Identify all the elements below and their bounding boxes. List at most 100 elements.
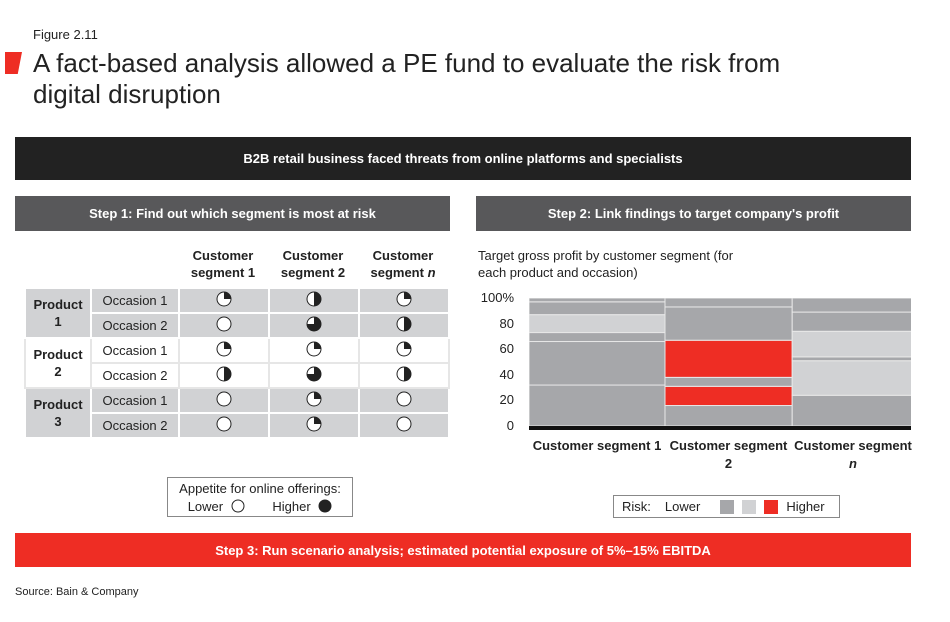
red-flag-icon [5,52,22,74]
table-row: Occasion 2 [25,362,450,389]
column-header: Customer segment 1 [190,248,256,280]
legend-higher: Higher [272,499,311,514]
legend-lower: Lower [664,499,701,514]
harvey-ball-icon [306,366,322,382]
occasion-label: Occasion 2 [90,362,180,389]
appetite-cell [178,312,270,339]
appetite-cell [178,287,270,314]
harvey-ball-icon [306,391,322,407]
table-row: Occasion 2 [25,412,450,439]
x-axis-baseline [529,426,911,430]
step2-header: Step 2: Link findings to target company'… [476,196,911,231]
table-row: Product 3 Occasion 1 [24,387,450,439]
harvey-ball-icon [396,341,412,357]
segment-bar [529,301,666,316]
step1-header: Step 1: Find out which segment is most a… [15,196,450,231]
legend-label: Risk: [622,499,651,514]
step3-banner: Step 3: Run scenario analysis; estimated… [15,533,911,567]
red-swatch [764,499,779,514]
harvey-ball-icon [396,391,412,407]
y-tick-label: 40 [499,366,514,382]
segment-bar [664,339,793,378]
occasion-label: Occasion 1 [90,387,180,414]
appetite-cell [268,287,360,314]
appetite-cell [358,312,450,339]
legend-title: Appetite for online offerings: [179,481,341,496]
segment-bar [664,306,793,341]
y-tick-label: 100% [480,290,514,305]
appetite-cell [358,412,450,439]
dark-swatch [720,499,735,514]
appetite-cell [268,412,360,439]
marimekko-chart [529,298,911,430]
product-label: Product 1 [24,287,92,339]
product-label: Product 2 [24,337,92,389]
harvey-ball-icon [216,416,232,432]
segment-bar [791,311,911,332]
occasion-label: Occasion 1 [90,337,180,364]
appetite-cell [268,362,360,389]
category-label: Customer segment 1 [532,438,662,453]
appetite-cell [178,412,270,439]
appetite-cell [358,337,450,364]
harvey-ball-icon [216,391,232,407]
table-row: Product 1 Occasion 1 [24,287,450,339]
column-header: Customer segment n [370,248,436,280]
category-label: Customer segment 2 [669,438,788,471]
banner: B2B retail business faced threats from o… [15,137,911,180]
light-swatch [742,499,757,514]
occasion-label: Occasion 2 [90,312,180,339]
full-circle-icon [318,499,332,513]
category-label: Customer segment n [794,438,912,471]
legend-higher: Higher [786,499,825,514]
empty-circle-icon [231,499,245,513]
segment-bar [664,405,793,427]
harvey-ball-icon [216,366,232,382]
table-row: Product 2 Occasion 1 [24,337,450,389]
harvey-ball-icon [216,291,232,307]
segment-bar [529,341,666,386]
legend-lower: Lower [187,499,224,514]
risk-legend: Risk: Lower Higher [613,495,840,518]
harvey-ball-icon [396,291,412,307]
appetite-cell [268,387,360,414]
harvey-ball-icon [396,416,412,432]
harvey-ball-icon [396,366,412,382]
segment-bar [791,394,911,427]
y-tick-label: 20 [499,392,514,408]
harvey-ball-icon [306,316,322,332]
appetite-cell [268,337,360,364]
appetite-cell [178,362,270,389]
harvey-ball-icon [306,341,322,357]
y-tick-label: 0 [506,418,514,433]
segment-bar [791,360,911,396]
appetite-legend: Appetite for online offerings: Lower Hig… [167,477,353,517]
appetite-cell [178,337,270,364]
segment-bar [664,376,793,387]
occasion-label: Occasion 1 [90,287,180,314]
harvey-ball-icon [216,341,232,357]
segment-bar [791,330,911,358]
figure-label: Figure 2.11 [33,27,98,42]
appetite-cell [358,387,450,414]
appetite-cell [178,387,270,414]
source-note: Source: Bain & Company [15,586,139,598]
product-label: Product 3 [24,387,92,439]
column-header: Customer segment 2 [280,248,346,280]
segment-bar [529,298,666,303]
segment-bar [791,298,911,313]
y-tick-label: 60 [499,341,514,357]
harvey-ball-icon [396,316,412,332]
segment-bar [664,385,793,407]
page-title: A fact-based analysis allowed a PE fund … [33,48,781,109]
y-tick-label: 80 [499,315,514,331]
appetite-table: Product 1 Occasion 1 Occasion 2 Product 2 Oc… [24,287,450,439]
segment-bar [529,332,666,343]
segment-bar [529,314,666,334]
segment-bar [529,384,666,427]
appetite-cell [268,312,360,339]
harvey-ball-icon [306,291,322,307]
appetite-cell [358,362,450,389]
segment-bar [791,356,911,362]
chart-subtitle: Target gross profit by customer segment … [478,248,734,280]
